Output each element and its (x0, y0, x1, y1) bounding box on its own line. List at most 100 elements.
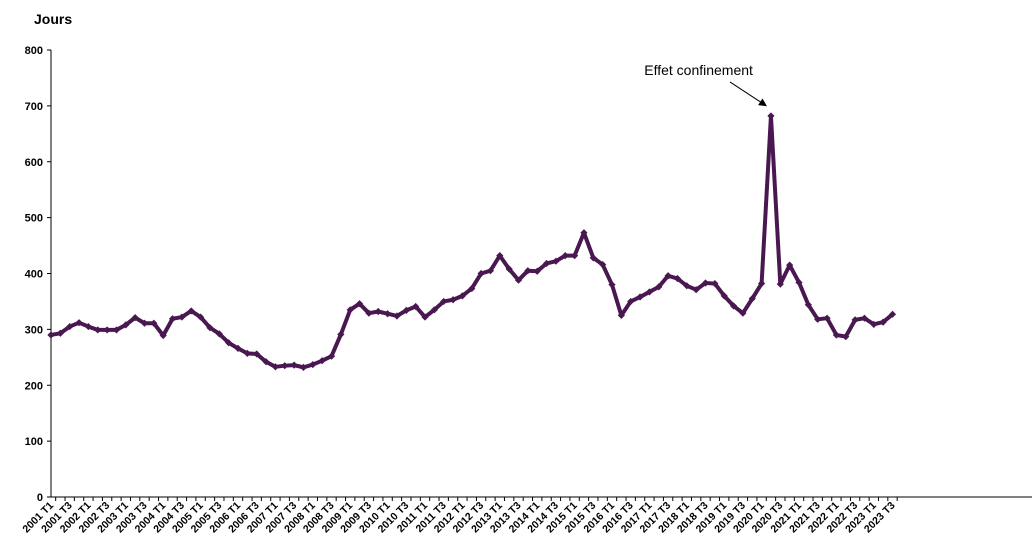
data-point (365, 309, 373, 317)
data-point (739, 309, 747, 317)
data-point (290, 361, 298, 369)
data-point (720, 292, 728, 300)
data-point (299, 363, 308, 371)
data-point (496, 252, 504, 260)
data-point (786, 261, 794, 269)
data-point (253, 350, 261, 358)
data-point (524, 267, 532, 275)
data-point (486, 267, 495, 275)
data-point (47, 331, 55, 339)
data-point (599, 260, 607, 269)
data-point (729, 302, 738, 310)
data-point (683, 282, 691, 290)
data-point (505, 265, 513, 273)
y-tick-label: 500 (25, 213, 43, 225)
data-point (851, 316, 859, 324)
data-point (150, 319, 158, 327)
y-tick-label: 100 (25, 436, 43, 448)
data-point (337, 330, 345, 339)
data-point (533, 267, 541, 275)
data-point (140, 319, 149, 327)
data-point (103, 326, 111, 334)
annotation-layer: Effet confinement (644, 62, 767, 107)
data-point (758, 279, 766, 288)
data-point (776, 280, 784, 288)
data-point (271, 363, 279, 371)
data-point (412, 302, 420, 311)
data-point (281, 362, 289, 370)
y-axis: 0 100 200 300 400 500 600 700 800 (25, 45, 52, 504)
data-point (767, 112, 775, 120)
data-point (617, 311, 625, 320)
y-tick-label: 300 (25, 324, 43, 336)
data-point (168, 315, 177, 323)
data-point (243, 349, 251, 358)
data-point (430, 306, 438, 314)
data-point (75, 319, 83, 327)
data-point (393, 312, 401, 320)
data-point (309, 360, 317, 369)
data-point (561, 252, 569, 260)
data-point (440, 297, 448, 306)
data-point (458, 292, 466, 300)
data-point (701, 279, 710, 287)
data-point (178, 313, 186, 321)
data-point (580, 229, 588, 237)
data-point (215, 330, 223, 338)
data-point (374, 307, 382, 316)
y-tick-label: 400 (25, 269, 43, 281)
data-point (355, 300, 364, 308)
data-point (327, 352, 336, 360)
data-point (804, 301, 812, 309)
data-point (131, 314, 139, 322)
data-point (402, 306, 410, 314)
data-point (346, 306, 354, 314)
data-point (56, 329, 64, 337)
data-point (384, 310, 392, 318)
data-point (468, 284, 476, 293)
data-point (197, 313, 205, 321)
data-point (832, 331, 840, 339)
series-layer (47, 112, 897, 371)
annotation-label: Effet confinement (644, 62, 753, 78)
y-tick-label: 0 (37, 492, 43, 504)
data-point (589, 254, 597, 262)
data-point (112, 326, 121, 334)
data-point (842, 333, 850, 341)
data-point (692, 286, 700, 294)
data-point (636, 293, 644, 301)
data-point (627, 297, 635, 306)
data-point (814, 315, 822, 323)
data-point (711, 279, 719, 288)
y-tick-label: 800 (25, 45, 43, 57)
data-point (159, 331, 167, 340)
data-point (664, 272, 672, 280)
data-point (795, 278, 803, 287)
y-tick-label: 600 (25, 157, 43, 169)
data-point (879, 318, 887, 326)
annotation-arrow-line (729, 81, 763, 104)
data-point (571, 252, 579, 260)
data-point (552, 257, 560, 265)
data-point (645, 288, 653, 296)
annotation-arrow-head (758, 98, 767, 107)
y-tick-label: 200 (25, 380, 43, 392)
data-point (122, 321, 130, 329)
data-point (318, 357, 326, 365)
data-point (84, 322, 92, 331)
data-point (860, 314, 869, 322)
data-point (748, 295, 756, 303)
data-point (94, 326, 102, 334)
data-point (225, 339, 233, 347)
data-point (655, 283, 663, 291)
data-point (234, 344, 242, 352)
data-point (888, 310, 897, 318)
data-point (66, 322, 74, 331)
y-axis-unit-label: Jours (34, 11, 72, 27)
data-point (823, 314, 831, 322)
data-point (673, 274, 682, 283)
data-point (449, 296, 457, 304)
